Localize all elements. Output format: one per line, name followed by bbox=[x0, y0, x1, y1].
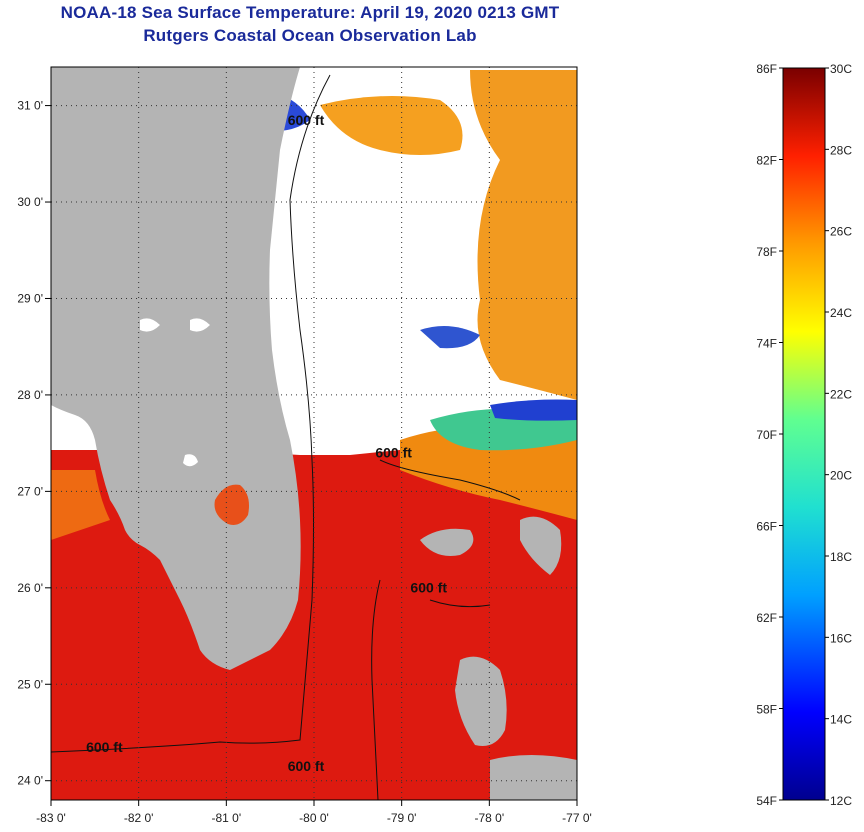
lake-okeechobee bbox=[214, 484, 249, 525]
c-tick-label: 12C bbox=[830, 794, 852, 808]
contour-label: 600 ft bbox=[410, 580, 447, 596]
depth-contour-600ft bbox=[379, 459, 521, 501]
x-tick-label: -81 0' bbox=[212, 811, 242, 825]
inland-lake bbox=[183, 454, 198, 467]
x-tick-label: -80 0' bbox=[299, 811, 329, 825]
c-tick-label: 26C bbox=[830, 225, 852, 239]
f-tick-label: 62F bbox=[756, 611, 777, 625]
graticule bbox=[51, 67, 577, 800]
f-tick-label: 54F bbox=[756, 794, 777, 808]
f-tick-label: 74F bbox=[756, 337, 777, 351]
contour-labels: 600 ft 600 ft 600 ft 600 ft 600 ft bbox=[86, 112, 447, 774]
f-tick-label: 70F bbox=[756, 428, 777, 442]
colorbar-gradient bbox=[782, 67, 826, 801]
c-tick-label: 24C bbox=[830, 306, 852, 320]
x-axis: -83 0' -82 0' -81 0' -80 0' -79 0' -78 0' -77 … bbox=[36, 800, 592, 825]
chart-title: NOAA-18 Sea Surface Temperature: April 1… bbox=[60, 3, 560, 22]
y-tick-label: 29 0' bbox=[17, 291, 43, 305]
f-tick-label: 78F bbox=[756, 245, 777, 259]
depth-contour-600ft bbox=[51, 74, 331, 753]
inland-lake bbox=[140, 318, 160, 332]
x-tick-label: -83 0' bbox=[36, 811, 66, 825]
depth-contour-600ft bbox=[371, 579, 381, 800]
y-tick-label: 26 0' bbox=[17, 581, 43, 595]
inland-lake bbox=[190, 318, 210, 332]
c-tick-label: 22C bbox=[830, 387, 852, 401]
contour-label: 600 ft bbox=[288, 112, 325, 128]
x-tick-label: -82 0' bbox=[124, 811, 154, 825]
y-tick-label: 25 0' bbox=[17, 677, 43, 691]
y-tick-label: 28 0' bbox=[17, 388, 43, 402]
y-axis: 24 0' 25 0' 26 0' 27 0' 28 0' 29 0' 30 0' 31 0' bbox=[17, 99, 51, 788]
bahamas-grand bbox=[420, 528, 474, 556]
x-tick-label: -79 0' bbox=[387, 811, 417, 825]
f-tick-label: 66F bbox=[756, 520, 777, 534]
bahamas-andros bbox=[455, 656, 507, 746]
cool-water-east bbox=[470, 70, 577, 400]
contour-label: 600 ft bbox=[86, 739, 123, 755]
bahamas-abaco bbox=[520, 516, 562, 575]
celsius-axis: 30C 28C 26C 24C 22C 20C 18C 16C 14C 12C bbox=[825, 62, 852, 808]
contour-label: 600 ft bbox=[375, 445, 412, 461]
f-tick-label: 82F bbox=[756, 154, 777, 168]
y-tick-label: 30 0' bbox=[17, 195, 43, 209]
cold-water-mid bbox=[420, 326, 480, 349]
c-tick-label: 16C bbox=[830, 631, 852, 645]
c-tick-label: 14C bbox=[830, 713, 852, 727]
y-tick-label: 31 0' bbox=[17, 99, 43, 113]
depth-contour-600ft bbox=[429, 599, 491, 608]
x-tick-label: -77 0' bbox=[562, 811, 592, 825]
fahrenheit-axis: 86F 82F 78F 74F 70F 66F 62F 58F 54F bbox=[756, 62, 783, 808]
contour-label: 600 ft bbox=[288, 758, 325, 774]
f-tick-label: 58F bbox=[756, 703, 777, 717]
cool-patch-north bbox=[320, 96, 463, 155]
cuba-land bbox=[490, 755, 577, 800]
x-tick-label: -78 0' bbox=[475, 811, 505, 825]
chart-subtitle: Rutgers Coastal Ocean Observation Lab bbox=[143, 26, 477, 45]
cold-water-strip bbox=[490, 399, 577, 421]
c-tick-label: 18C bbox=[830, 550, 852, 564]
c-tick-label: 30C bbox=[830, 62, 852, 76]
c-tick-label: 20C bbox=[830, 469, 852, 483]
cool-water-band bbox=[400, 425, 577, 520]
c-tick-label: 28C bbox=[830, 143, 852, 157]
gulf-orange-band bbox=[51, 470, 110, 540]
y-tick-label: 24 0' bbox=[17, 774, 43, 788]
y-tick-label: 27 0' bbox=[17, 484, 43, 498]
f-tick-label: 86F bbox=[756, 62, 777, 76]
